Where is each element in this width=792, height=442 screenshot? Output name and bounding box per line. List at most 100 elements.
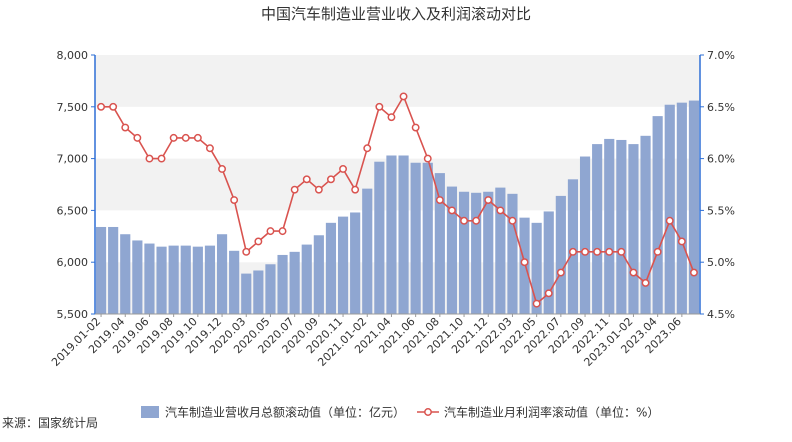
bar bbox=[144, 243, 155, 314]
right-tick-label: 5.0% bbox=[707, 256, 735, 269]
bar bbox=[132, 240, 143, 314]
line-point bbox=[375, 102, 384, 111]
bar bbox=[313, 235, 324, 314]
line-point bbox=[423, 154, 432, 163]
line-point bbox=[169, 133, 178, 142]
line-point bbox=[435, 196, 444, 204]
line-point bbox=[242, 247, 251, 256]
x-axis-ticks: 2019.01-022019.042019.062019.082019.1020… bbox=[49, 314, 684, 369]
line-point bbox=[230, 196, 239, 204]
grid-band bbox=[95, 55, 700, 107]
line-point bbox=[411, 123, 420, 132]
bar bbox=[410, 162, 421, 314]
line-point bbox=[484, 196, 493, 204]
bar bbox=[640, 135, 651, 314]
bar bbox=[350, 212, 361, 314]
line-point bbox=[157, 154, 166, 163]
legend-line-marker bbox=[424, 408, 432, 416]
line-point bbox=[314, 185, 323, 194]
right-tick-label: 5.5% bbox=[707, 204, 735, 217]
bar bbox=[676, 102, 687, 314]
bar bbox=[604, 138, 615, 314]
left-tick-label: 5,500 bbox=[57, 308, 89, 321]
bar bbox=[688, 100, 700, 314]
line-point bbox=[254, 237, 263, 246]
legend-bar-swatch bbox=[141, 406, 159, 418]
bar bbox=[168, 245, 179, 314]
right-tick-label: 7.0% bbox=[707, 49, 735, 62]
left-axis-ticks: 5,500 6,000 6,500 7,000 7,500 8,000 bbox=[57, 49, 95, 321]
line-point bbox=[544, 289, 553, 298]
line-point bbox=[532, 299, 541, 308]
line-point bbox=[133, 133, 142, 142]
line-point bbox=[145, 154, 154, 163]
line-point bbox=[218, 165, 227, 173]
line-point bbox=[665, 216, 674, 225]
right-axis-ticks: 4.5% 5.0% 5.5% 6.0% 6.5% 7.0% bbox=[700, 49, 735, 321]
left-tick-label: 8,000 bbox=[57, 49, 89, 62]
bar bbox=[374, 161, 385, 314]
bar bbox=[446, 186, 458, 314]
bar bbox=[108, 226, 119, 314]
bar bbox=[301, 244, 312, 314]
bar bbox=[156, 246, 167, 314]
bar bbox=[229, 250, 240, 314]
line-point bbox=[109, 102, 118, 111]
bar bbox=[543, 211, 554, 314]
right-tick-label: 6.5% bbox=[707, 101, 735, 114]
line-point bbox=[508, 216, 517, 225]
bar bbox=[337, 216, 349, 314]
bar bbox=[628, 144, 639, 314]
line-point bbox=[339, 165, 347, 173]
line-point bbox=[387, 113, 396, 122]
line-point bbox=[496, 206, 505, 215]
line-point bbox=[472, 216, 481, 225]
line-point bbox=[593, 247, 602, 256]
source-note: 来源：国家统计局 bbox=[2, 415, 98, 430]
line-point bbox=[181, 133, 190, 142]
bar bbox=[386, 155, 397, 314]
line-point bbox=[690, 268, 698, 277]
bar bbox=[216, 234, 228, 314]
line-point bbox=[121, 123, 130, 132]
bar bbox=[664, 104, 675, 314]
bar bbox=[471, 192, 482, 314]
chart-title: 中国汽车制造业营业收入及利润滚动对比 bbox=[261, 5, 531, 23]
line-point bbox=[206, 144, 214, 153]
line-point bbox=[327, 175, 335, 184]
line-series bbox=[97, 92, 698, 308]
bar bbox=[483, 191, 494, 314]
bar bbox=[277, 254, 288, 314]
line-point bbox=[351, 185, 360, 194]
bar bbox=[495, 187, 506, 314]
bar bbox=[434, 173, 445, 314]
bar bbox=[555, 195, 566, 314]
bar bbox=[652, 116, 663, 315]
left-tick-label: 7,500 bbox=[57, 101, 89, 114]
bar bbox=[592, 144, 603, 314]
line-point bbox=[520, 258, 529, 267]
bar bbox=[579, 156, 591, 314]
line-point bbox=[460, 216, 468, 225]
bar bbox=[567, 179, 579, 314]
line-point bbox=[399, 92, 408, 101]
bar bbox=[241, 273, 252, 314]
right-tick-label: 6.0% bbox=[707, 153, 735, 166]
left-tick-label: 6,000 bbox=[57, 256, 89, 269]
bar-series bbox=[95, 100, 700, 315]
bar bbox=[120, 234, 131, 314]
line-point bbox=[302, 175, 311, 184]
line-point bbox=[581, 247, 589, 256]
left-tick-label: 6,500 bbox=[57, 204, 89, 217]
line-point bbox=[448, 206, 456, 215]
line-point bbox=[641, 278, 650, 287]
line-point bbox=[278, 227, 287, 236]
bar bbox=[289, 251, 300, 314]
line-point bbox=[629, 268, 638, 277]
line-point bbox=[266, 227, 275, 236]
right-tick-label: 4.5% bbox=[707, 308, 735, 321]
line-point bbox=[193, 133, 202, 142]
bar bbox=[180, 245, 191, 314]
bar bbox=[265, 264, 276, 314]
